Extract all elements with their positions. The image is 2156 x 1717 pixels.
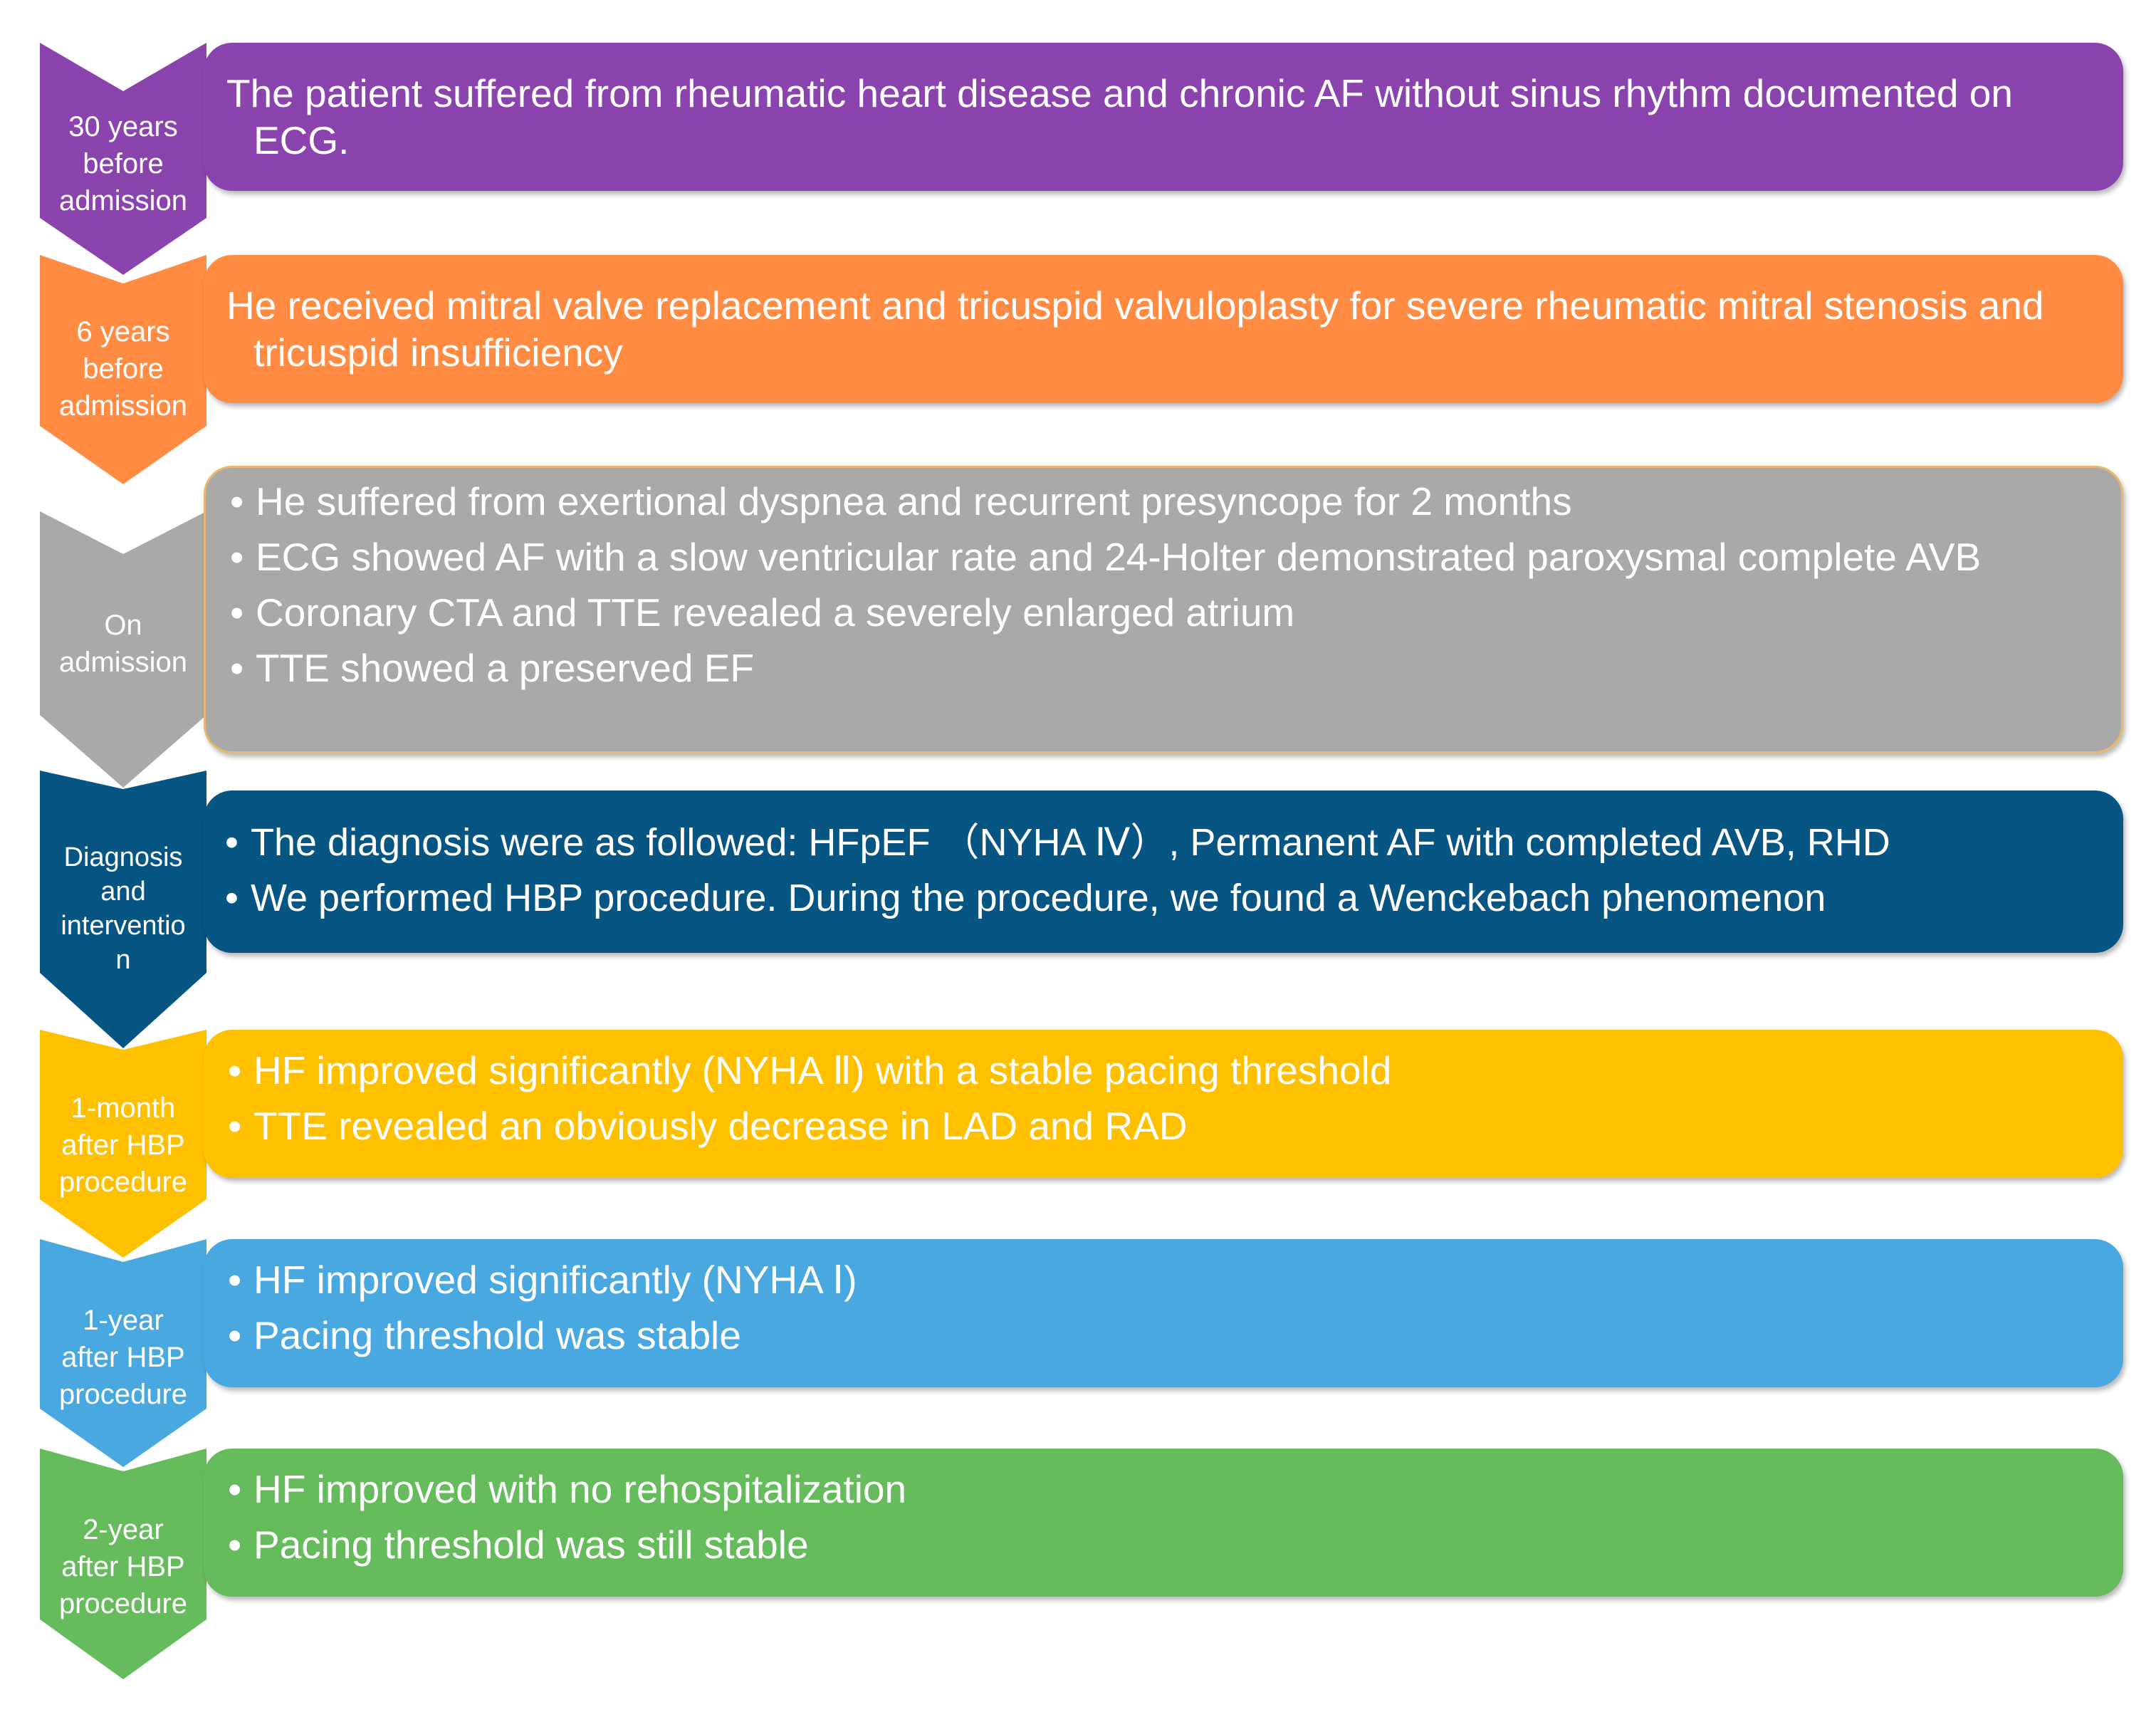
bullet-text: He suffered from exertional dyspnea and …: [256, 479, 1572, 523]
stage-description-box: • HF improved significantly (NYHA Ⅰ) • Pac…: [204, 1239, 2123, 1387]
stage-label: 30 years before admission: [58, 111, 188, 216]
chevron-shape: [40, 511, 206, 788]
stage-on-admission: On admission • He suffered from exertiona…: [0, 466, 2156, 790]
stage-label: 2-year after HBP procedure: [58, 1514, 188, 1619]
bullet-text: Pacing threshold was still stable: [253, 1523, 809, 1567]
stage-description: He received mitral valve replacement and…: [226, 283, 2044, 375]
chevron-polygon: [40, 1239, 206, 1467]
bullet-text: TTE showed a preserved EF: [256, 646, 755, 690]
bullet-dot: •: [228, 1523, 242, 1567]
bullet-text: HF improved with no rehospitalization: [253, 1467, 907, 1511]
bullet-item: • Pacing threshold was stable: [225, 1312, 2095, 1359]
stage-label: On admission: [58, 610, 188, 678]
stage-description-box: • HF improved with no rehospitalization •…: [204, 1449, 2123, 1597]
chevron-shape: [40, 43, 206, 275]
bullet-item: • Coronary CTA and TTE revealed a severel…: [227, 589, 2093, 636]
bullet-text: We performed HBP procedure. During the p…: [251, 877, 1826, 919]
stage-1-month-after: 1-month after HBP procedure • HF improved…: [0, 1030, 2156, 1261]
chevron-shape: [40, 1030, 206, 1258]
stage-chevron: 1-month after HBP procedure: [40, 1030, 206, 1261]
stage-description-box: The patient suffered from rheumatic hear…: [204, 43, 2123, 191]
bullet-text: TTE revealed an obviously decrease in LA…: [253, 1104, 1188, 1148]
stage-chevron: 6 years before admission: [40, 255, 206, 487]
chevron-shape: [40, 1239, 206, 1467]
bullet-text: HF improved significantly (NYHA Ⅱ) with …: [253, 1048, 1392, 1092]
bullet-item: • The diagnosis were as followed: HFpEF （…: [222, 819, 2109, 866]
chevron-polygon: [40, 43, 206, 275]
bullet-dot: •: [228, 1104, 242, 1148]
bullet-text: Coronary CTA and TTE revealed a severely…: [256, 590, 1295, 635]
bullet-text: Pacing threshold was stable: [253, 1313, 741, 1357]
bullet-item: • HF improved with no rehospitalization: [225, 1466, 2095, 1513]
bullet-dot: •: [225, 821, 239, 864]
chevron-shape: [40, 1449, 206, 1679]
stage-description-box: • HF improved significantly (NYHA Ⅱ) with…: [204, 1030, 2123, 1178]
bullet-dot: •: [228, 1313, 242, 1357]
bullet-text: The diagnosis were as followed: HFpEF （N…: [251, 821, 1890, 864]
stage-description-box: • The diagnosis were as followed: HFpEF （…: [204, 790, 2123, 953]
bullet-item: • HF improved significantly (NYHA Ⅰ): [225, 1256, 2095, 1303]
chevron-shape: [40, 255, 206, 484]
stage-bullet-list: • He suffered from exertional dyspnea and…: [227, 478, 2093, 700]
stage-label: 1-month after HBP procedure: [58, 1092, 188, 1198]
stage-chevron: On admission: [40, 466, 206, 790]
chevron-polygon: [40, 771, 206, 1048]
stage-30-years-before: 30 years before admission The patient su…: [0, 43, 2156, 278]
stage-1-year-after: 1-year after HBP procedure • HF improved …: [0, 1239, 2156, 1470]
bullet-dot: •: [228, 1258, 242, 1302]
stage-bullet-list: • HF improved significantly (NYHA Ⅱ) with…: [225, 1047, 2095, 1158]
bullet-item: • HF improved significantly (NYHA Ⅱ) with…: [225, 1047, 2095, 1094]
bullet-item: • ECG showed AF with a slow ventricular r…: [227, 533, 2093, 580]
stage-description-box: • He suffered from exertional dyspnea and…: [204, 466, 2123, 753]
bullet-text: ECG showed AF with a slow ventricular ra…: [256, 535, 1982, 579]
bullet-dot: •: [225, 877, 239, 919]
bullet-item: • TTE showed a preserved EF: [227, 644, 2093, 692]
stage-diagnosis-intervention: Diagnosis and interventio n • The diagnos…: [0, 771, 2156, 1051]
chevron-polygon: [40, 511, 206, 788]
chevron-polygon: [40, 1449, 206, 1679]
bullet-item: • He suffered from exertional dyspnea and…: [227, 478, 2093, 525]
bullet-item: • Pacing threshold was still stable: [225, 1521, 2095, 1568]
chevron-polygon: [40, 1030, 206, 1258]
stage-bullet-list: • The diagnosis were as followed: HFpEF （…: [222, 819, 2109, 930]
stage-label: 6 years before admission: [58, 316, 188, 422]
stage-bullet-list: • HF improved significantly (NYHA Ⅰ) • Pac…: [225, 1256, 2095, 1367]
bullet-dot: •: [230, 646, 244, 690]
stage-description-box: He received mitral valve replacement and…: [204, 255, 2123, 403]
bullet-item: • We performed HBP procedure. During the …: [222, 875, 2109, 922]
bullet-dot: •: [230, 479, 244, 523]
bullet-dot: •: [230, 535, 244, 579]
stage-label: Diagnosis and interventio n: [61, 842, 186, 975]
bullet-item: • TTE revealed an obviously decrease in L…: [225, 1102, 2095, 1149]
stage-chevron: Diagnosis and interventio n: [40, 771, 206, 1051]
stage-6-years-before: 6 years before admission He received mit…: [0, 255, 2156, 487]
stage-description: The patient suffered from rheumatic hear…: [226, 71, 2013, 162]
stage-label: 1-year after HBP procedure: [58, 1305, 188, 1410]
chevron-shape: [40, 771, 206, 1048]
chevron-polygon: [40, 255, 206, 484]
bullet-dot: •: [228, 1467, 242, 1511]
stage-2-year-after: 2-year after HBP procedure • HF improved …: [0, 1449, 2156, 1682]
stage-bullet-list: • HF improved with no rehospitalization •…: [225, 1466, 2095, 1577]
stage-chevron: 1-year after HBP procedure: [40, 1239, 206, 1470]
bullet-text: HF improved significantly (NYHA Ⅰ): [253, 1258, 857, 1302]
bullet-dot: •: [230, 590, 244, 635]
stage-chevron: 2-year after HBP procedure: [40, 1449, 206, 1682]
bullet-dot: •: [228, 1048, 242, 1092]
stage-chevron: 30 years before admission: [40, 43, 206, 278]
